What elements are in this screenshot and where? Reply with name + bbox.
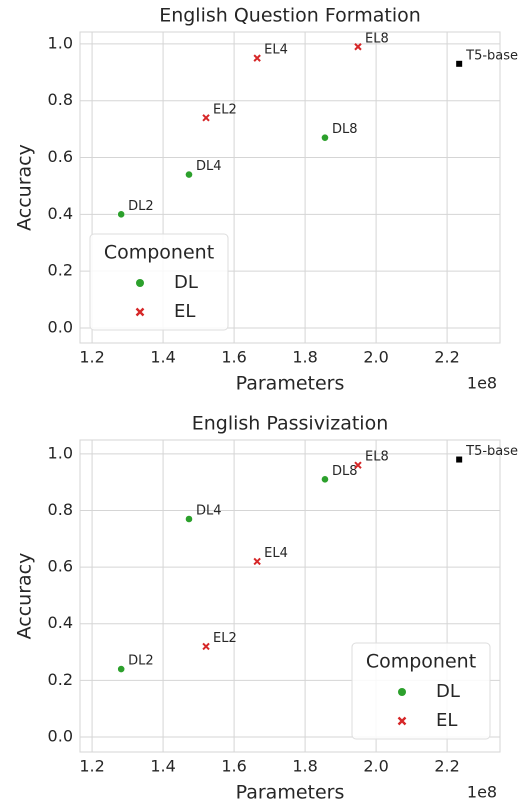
- y-tick-label: 0.0: [48, 726, 73, 745]
- point-label: DL4: [196, 159, 222, 174]
- x-tick-label: 2.0: [363, 348, 388, 367]
- legend-label: DL: [174, 272, 198, 293]
- y-tick-label: 0.8: [48, 500, 73, 519]
- y-tick-label: 0.8: [48, 90, 73, 109]
- x-tick-label: 2.2: [434, 757, 459, 776]
- point: [253, 54, 261, 62]
- legend-box: [89, 233, 229, 331]
- point-label: EL8: [365, 31, 389, 46]
- x-tick-label: 1.4: [150, 348, 175, 367]
- x-tick-label: 2.0: [363, 757, 388, 776]
- y-tick-label: 1.0: [48, 443, 73, 462]
- x-tick-label: 2.2: [434, 348, 459, 367]
- point-label: EL2: [213, 631, 237, 646]
- x-offset-label: 1e8: [467, 783, 497, 802]
- x-axis-label: Parameters: [236, 782, 345, 804]
- y-tick-label: 1.0: [48, 33, 73, 52]
- point-label: DL2: [128, 199, 154, 214]
- point: [202, 642, 210, 651]
- chart-title: English Question Formation: [159, 5, 421, 27]
- point: [354, 461, 362, 469]
- point: [321, 133, 329, 142]
- point: [456, 60, 463, 67]
- point-label: DL8: [332, 122, 358, 137]
- x-tick-label: 1.8: [292, 757, 317, 776]
- point-label: EL4: [264, 43, 288, 58]
- legend-title: Component: [104, 242, 214, 264]
- y-tick-label: 0.6: [48, 557, 73, 576]
- x-offset-label: 1e8: [467, 374, 497, 393]
- point-label: T5-base: [465, 48, 518, 63]
- x-tick-label: 1.2: [79, 348, 104, 367]
- x-tick-label: 1.4: [150, 757, 175, 776]
- legend-title: Component: [366, 651, 476, 673]
- point: [354, 43, 362, 51]
- x-tick-label: 1.2: [79, 757, 104, 776]
- y-tick-label: 0.4: [48, 613, 73, 632]
- point-label: T5-base: [465, 444, 518, 459]
- point-label: DL2: [128, 654, 154, 669]
- x-tick-label: 1.8: [292, 348, 317, 367]
- legend-box: [351, 642, 491, 740]
- y-tick-label: 0.0: [48, 317, 73, 336]
- y-tick-label: 0.6: [48, 147, 73, 166]
- point-label: DL4: [196, 503, 222, 518]
- point: [185, 515, 193, 523]
- legend-marker: [397, 716, 407, 726]
- y-axis-label: Accuracy: [14, 144, 36, 231]
- y-axis-label: Accuracy: [14, 553, 36, 640]
- x-tick-label: 1.6: [221, 348, 246, 367]
- chart-title: English Passivization: [192, 413, 389, 435]
- y-tick-label: 0.2: [48, 261, 73, 280]
- legend-marker: [398, 688, 406, 696]
- point: [117, 210, 126, 219]
- x-axis-label: Parameters: [236, 373, 345, 395]
- point-label: DL8: [332, 464, 358, 479]
- legend-label: EL: [436, 710, 457, 731]
- point: [253, 557, 261, 566]
- legend-marker: [135, 307, 145, 317]
- point: [185, 170, 193, 179]
- y-tick-label: 0.4: [48, 204, 73, 223]
- point: [117, 665, 126, 673]
- point: [202, 114, 210, 122]
- point-label: EL4: [264, 546, 288, 561]
- y-tick-label: 0.2: [48, 670, 73, 689]
- legend-label: EL: [174, 301, 195, 322]
- point: [456, 456, 463, 463]
- point-label: EL2: [213, 102, 237, 117]
- x-tick-label: 1.6: [221, 757, 246, 776]
- legend-marker: [136, 279, 144, 287]
- point: [321, 475, 329, 484]
- legend-label: DL: [436, 681, 460, 702]
- point-label: EL8: [365, 450, 389, 465]
